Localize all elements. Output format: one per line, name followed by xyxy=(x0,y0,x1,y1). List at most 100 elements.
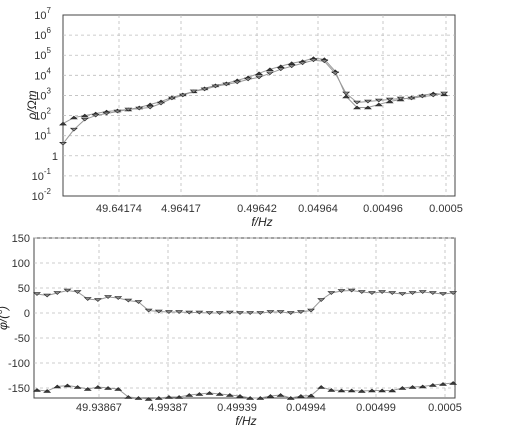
phase-point-triangle-down xyxy=(357,290,366,294)
phase-point-triangle-down xyxy=(428,291,437,295)
resistivity-point-triangle-down xyxy=(287,64,296,69)
resistivity-point-triangle-down xyxy=(178,93,187,98)
resistivity-point-triangle-down xyxy=(342,91,351,96)
phase-point-triangle-up xyxy=(449,381,458,385)
phase-point-triangle-down xyxy=(53,291,62,295)
resistivity-point-triangle-up xyxy=(265,67,274,72)
resistivity-point-triangle-down xyxy=(91,113,100,118)
resistivity-point-triangle-down xyxy=(331,71,340,76)
phase-point-triangle-up xyxy=(286,396,295,400)
resistivity-y-tick-label: 101 xyxy=(34,127,51,143)
phase-y-tick-label: 50 xyxy=(18,283,30,295)
phase-point-triangle-down xyxy=(449,291,458,295)
phase-point-triangle-down xyxy=(276,310,285,314)
phase-point-triangle-up xyxy=(256,396,265,400)
resistivity-series xyxy=(59,56,449,146)
resistivity-point-triangle-up xyxy=(363,105,372,110)
phase-x-tick-label: 0.0005 xyxy=(428,402,462,414)
phase-x-tick-label: 0.00499 xyxy=(356,402,396,414)
phase-point-triangle-up xyxy=(134,396,143,400)
resistivity-point-triangle-down xyxy=(124,107,133,112)
phase-point-triangle-down xyxy=(93,298,102,302)
resistivity-point-triangle-down xyxy=(374,98,383,103)
resistivity-point-triangle-down xyxy=(265,71,274,76)
resistivity-plot-frame xyxy=(62,14,456,197)
phase-series-down-line xyxy=(36,289,454,314)
resistivity-point-triangle-down xyxy=(80,117,89,122)
phase-point-triangle-down xyxy=(73,290,82,294)
resistivity-series-up-line xyxy=(62,57,445,125)
phase-point-triangle-up xyxy=(276,393,285,397)
phase-point-triangle-down xyxy=(418,290,427,294)
phase-point-triangle-down xyxy=(236,311,244,315)
resistivity-x-tick-label: 0.49642 xyxy=(237,203,277,215)
phase-point-triangle-down xyxy=(195,310,204,315)
phase-point-triangle-up xyxy=(246,396,255,400)
resistivity-y-tick-label: 10-2 xyxy=(32,187,52,203)
resistivity-point-triangle-up xyxy=(353,105,362,110)
phase-x-tick-labels: 49.93867 4.99387 0.49939 0.04994 0.00499 0.00… xyxy=(76,402,462,414)
resistivity-y-tick-label: 106 xyxy=(34,26,51,42)
phase-point-triangle-up xyxy=(185,393,194,397)
phase-point-triangle-up xyxy=(225,393,234,397)
resistivity-point-triangle-down xyxy=(211,84,220,89)
resistivity-point-triangle-down xyxy=(396,96,405,101)
resistivity-y-tick-label: 1 xyxy=(52,151,58,163)
resistivity-point-triangle-down xyxy=(59,141,67,146)
phase-x-tick-label: 4.99387 xyxy=(148,402,188,414)
resistivity-point-triangle-up xyxy=(80,113,89,118)
resistivity-y-axis-label: ρ/Ωm xyxy=(25,90,39,120)
phase-y-tick-labels: 150 100 50 0 -50 -100 -150 xyxy=(8,233,30,395)
resistivity-point-triangle-up xyxy=(385,99,394,104)
phase-x-tick-label: 49.93867 xyxy=(76,402,122,414)
phase-y-tick-label: 100 xyxy=(12,258,30,270)
phase-point-triangle-down xyxy=(286,311,295,315)
resistivity-point-triangle-down xyxy=(440,91,449,96)
resistivity-x-tick-label: 0.04964 xyxy=(298,203,338,215)
phase-point-triangle-down xyxy=(43,293,52,298)
phase-x-axis-label: f/Hz xyxy=(235,414,256,428)
phase-point-triangle-up xyxy=(378,388,387,393)
phase-point-triangle-down xyxy=(205,311,214,315)
resistivity-point-triangle-down xyxy=(385,97,394,102)
phase-point-triangle-up xyxy=(347,388,356,393)
resistivity-point-triangle-up xyxy=(374,102,383,107)
resistivity-y-tick-label: 104 xyxy=(34,66,51,82)
resistivity-point-triangle-down xyxy=(429,93,438,98)
resistivity-y-tick-label: 102 xyxy=(34,107,51,123)
resistivity-point-triangle-up xyxy=(342,94,351,99)
resistivity-x-tick-label: 4.96417 xyxy=(161,203,201,215)
phase-y-tick-label: -100 xyxy=(8,358,30,370)
phase-point-triangle-down xyxy=(347,288,356,293)
phase-point-triangle-up xyxy=(296,394,305,398)
resistivity-point-triangle-down xyxy=(113,109,122,114)
resistivity-point-triangle-down xyxy=(418,94,427,99)
resistivity-y-tick-label: 10-1 xyxy=(32,167,52,183)
phase-point-triangle-down xyxy=(124,298,133,303)
phase-point-triangle-down xyxy=(388,291,397,295)
resistivity-point-triangle-down xyxy=(69,127,78,132)
phase-y-tick-label: -150 xyxy=(8,383,30,395)
phase-point-triangle-down xyxy=(439,292,447,296)
phase-point-triangle-down xyxy=(225,310,234,315)
phase-point-triangle-up xyxy=(104,386,113,390)
phase-point-triangle-down xyxy=(398,292,407,296)
phase-point-triangle-down xyxy=(327,291,336,295)
phase-point-triangle-down xyxy=(378,290,387,294)
phase-point-triangle-down xyxy=(408,291,417,295)
phase-point-triangle-up xyxy=(195,392,204,396)
phase-point-triangle-up xyxy=(266,394,275,398)
resistivity-point-triangle-down xyxy=(233,80,242,85)
phase-point-triangle-down xyxy=(337,289,346,293)
resistivity-point-triangle-down xyxy=(200,87,209,92)
phase-point-triangle-down xyxy=(215,311,224,315)
resistivity-point-triangle-down xyxy=(146,105,155,110)
phase-point-triangle-up xyxy=(144,397,153,401)
phase-y-axis-label: φ/(°) xyxy=(0,306,10,330)
resistivity-point-triangle-down xyxy=(102,111,111,116)
phase-y-tick-label: -50 xyxy=(14,333,30,345)
phase-point-triangle-down xyxy=(114,296,123,300)
resistivity-point-triangle-down xyxy=(353,100,362,105)
